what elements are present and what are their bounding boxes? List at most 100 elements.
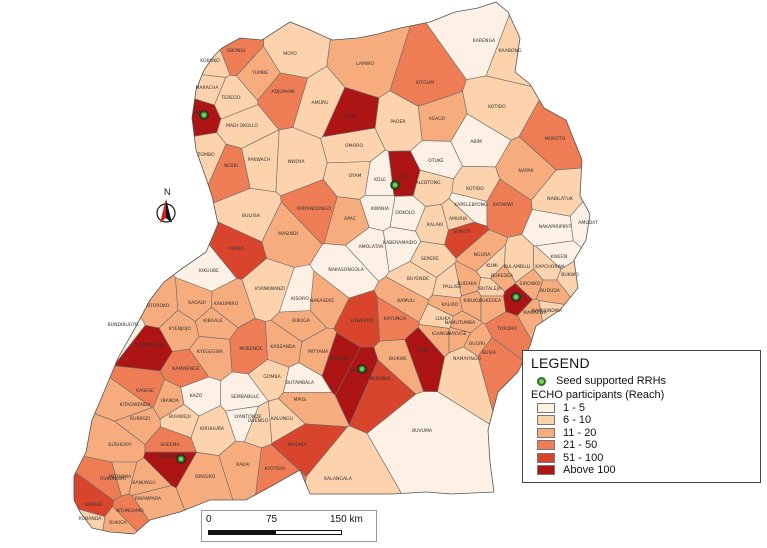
district-label: BUDUDA [540, 288, 561, 294]
legend-swatch [537, 440, 555, 451]
district-label: ARUA [193, 110, 207, 116]
district-label: KIRUHURA [200, 426, 225, 432]
district-label: NAKASONGOLA [328, 267, 364, 273]
district-kisoro [278, 264, 315, 313]
district-label: NTOROKO [146, 303, 169, 309]
scale-tick-150: 150 km [330, 514, 363, 525]
district-fortportal [113, 324, 173, 372]
district-labels-layer: KAABONGKARENGALAMWOKITGUMKOTIDOMOROTONAP… [73, 1, 598, 535]
district-label: RAKAI [236, 462, 250, 468]
district-label: MOROTO [545, 136, 566, 142]
district-label: BULAMBULI [504, 264, 531, 270]
district-label: NTUNGAMO [116, 508, 144, 514]
district-label: MPIGI [293, 397, 306, 403]
district-label: KALIRO [442, 302, 459, 308]
district-label: SEMBABULE [231, 394, 259, 400]
legend-class-label: 51 - 100 [563, 451, 604, 464]
district-label: BUIKWE [389, 356, 407, 362]
scale-tick-75: 75 [266, 514, 278, 525]
district-label: BUTALEJA [479, 286, 502, 292]
legend-class-row: 1 - 5 [531, 402, 752, 415]
district-label: SOROTI [453, 229, 471, 235]
district-label: OTUKE [428, 158, 444, 164]
district-label: KWEEN [551, 254, 568, 260]
district-label: KOLE [374, 177, 386, 183]
district-label: KOTIDO [466, 186, 484, 192]
district-label: AMURIA [449, 216, 468, 222]
seed-site-arua-icon [199, 110, 209, 120]
district-ntungamo [112, 493, 168, 534]
district-label: KIBUKU [463, 298, 480, 304]
north-label: N [164, 187, 171, 197]
district-label: ABIM [470, 139, 482, 145]
district-label: GOMBA [263, 374, 281, 380]
district-label: KARENGA [473, 38, 496, 44]
district-label: RWAMPARA [135, 496, 162, 502]
district-label: MANAFWA [523, 310, 548, 316]
district-label: RUBIRIZI [130, 416, 150, 422]
district-label: MUKONO [370, 376, 391, 382]
district-label: LUWEERO [351, 318, 374, 324]
district-label: BUSHENYI [108, 442, 131, 448]
seed-site-lira-icon [390, 180, 400, 190]
district-zombo [74, 132, 227, 217]
district-label: OMORO [345, 143, 363, 149]
district-label: BUVUMA [412, 428, 433, 434]
district-label: MOYO [283, 51, 297, 57]
district-label: MBARARA [159, 454, 182, 460]
map-legend: LEGEND Seed supported RRHs ECHO particip… [522, 350, 761, 483]
district-label: KAPCHORWA [535, 264, 565, 270]
legend-subtitle: ECHO participants (Reach) [531, 388, 665, 401]
legend-class-row: Above 100 [531, 464, 752, 477]
seed-site-kampala-icon [357, 364, 367, 374]
district-label: NAMAYINGO [453, 356, 481, 362]
district-label: TORORO [496, 326, 517, 332]
district-label: KABALE [85, 502, 103, 508]
district-label: ISINGIRO [195, 474, 216, 480]
seed-site-mbarara-icon [176, 454, 186, 464]
district-label: MARACHA [196, 85, 220, 91]
district-label: OYAM [349, 173, 362, 179]
district-label: BUKWO [561, 272, 579, 278]
district-label: BUHWEJU [169, 414, 191, 420]
district-label: AMURU [311, 100, 328, 106]
district-koboko [74, 2, 231, 78]
district-label: KAGADI [188, 300, 206, 306]
district-label: KAZO [190, 393, 203, 399]
district-label: LUUKA [435, 316, 451, 322]
district-label: NAMISINDWA [532, 308, 563, 314]
district-label: KWANIA [371, 206, 390, 212]
district-label: KABERAMAIDO [383, 240, 417, 246]
district-label: MITYANA [308, 349, 329, 355]
district-label: NABILATUK [547, 196, 574, 202]
district-label: KAMWENGE [172, 366, 199, 372]
district-label: KAPELEBYONG [454, 202, 488, 208]
district-label: PAKWACH [248, 157, 270, 163]
district-label: KASSANDA [270, 344, 296, 350]
district-label: KALUNGU [271, 416, 293, 422]
district-label: APAC [344, 216, 356, 222]
district-label: WAKISO [330, 356, 349, 362]
district-label: ADJUMANI [271, 89, 294, 95]
district-label: KIBOGA [292, 318, 311, 324]
district-label: OBONGI [227, 48, 246, 54]
district-label: KITGUM [416, 80, 434, 86]
district-label: JINJA [417, 347, 429, 353]
district-kibaale [195, 306, 239, 340]
legend-swatch [537, 427, 555, 438]
seed-site-mbale-icon [511, 292, 521, 302]
district-label: BUDAKA [457, 281, 477, 287]
district-label: KISORO [291, 296, 309, 302]
district-label: MASAKA [287, 442, 307, 448]
district-label: KIRYANDONGO [297, 206, 331, 212]
scale-tick-0: 0 [206, 514, 212, 525]
district-label: BUYENDE [407, 276, 429, 282]
legend-class-row: 21 - 50 [531, 439, 752, 452]
district-label: KAMULI [397, 298, 414, 304]
district-label: BULIISA [242, 213, 261, 219]
district-maracha [75, 60, 227, 106]
legend-class-label: Above 100 [563, 464, 616, 477]
district-label: LWENGO [248, 418, 269, 424]
district-label: KALAKI [427, 222, 443, 228]
district-label: BUKEDEA [479, 298, 502, 304]
